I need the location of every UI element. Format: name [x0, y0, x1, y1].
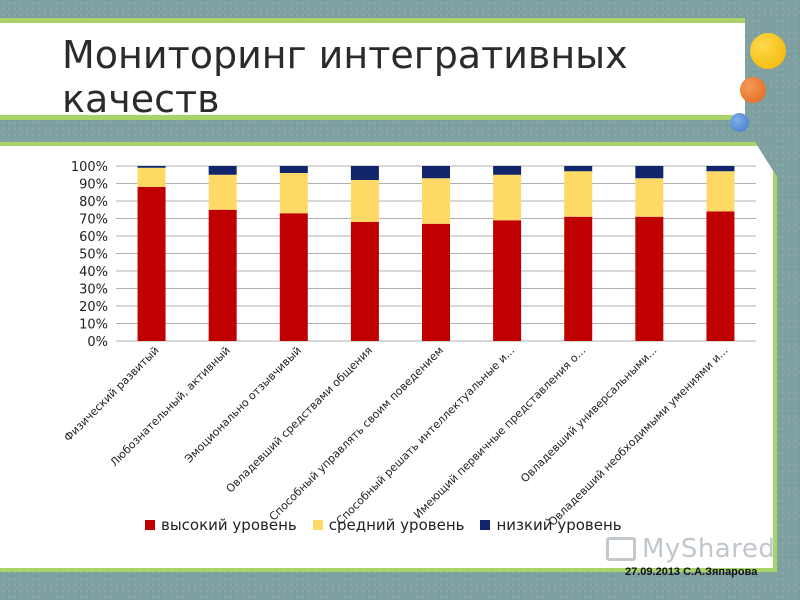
bar-segment: [279, 173, 308, 214]
bars: [137, 166, 735, 341]
decor-circle-orange: [740, 77, 766, 103]
bar-segment: [208, 209, 237, 341]
bar-segment: [706, 211, 735, 341]
bar-segment: [564, 171, 593, 217]
legend-item-high: высокий уровень: [145, 516, 297, 534]
y-tick-label: 10%: [79, 318, 108, 333]
x-category-label: Эмоционально отзывчивый: [182, 344, 304, 466]
watermark-logo-icon: [606, 537, 636, 561]
bar-segment: [706, 171, 735, 212]
legend-label-high: высокий уровень: [161, 516, 297, 534]
y-axis-ticks: 0% 10% 20% 30% 40% 50% 60% 70% 80% 90% 100%: [71, 160, 108, 350]
bar-segment: [635, 166, 664, 179]
legend-swatch-mid: [312, 520, 323, 530]
bar-segment: [493, 166, 522, 175]
slide-footer: 27.09.2013 С.А.Зяпарова: [625, 566, 758, 578]
y-tick-label: 90%: [79, 178, 108, 193]
bar-segment: [635, 216, 664, 341]
bar-segment: [137, 167, 166, 187]
bar-segment: [493, 174, 522, 221]
x-category-label: Любознательный, активный: [108, 344, 233, 469]
bar-segment: [350, 222, 379, 341]
bar-segment: [208, 174, 237, 210]
bar-segment: [137, 166, 166, 168]
bar-segment: [422, 223, 450, 341]
y-tick-label: 0%: [87, 335, 108, 350]
x-category-label: Овладевший средствами общения: [224, 344, 376, 496]
watermark-text: MyShared: [642, 534, 776, 564]
legend-swatch-low: [480, 520, 491, 530]
legend: высокий уровень средний уровень низкий у…: [145, 516, 638, 534]
y-tick-label: 20%: [79, 300, 108, 315]
bar-segment: [706, 166, 735, 172]
legend-swatch-high: [145, 520, 155, 530]
slide-title: Мониторинг интегративных качеств: [62, 33, 628, 121]
bar-segment: [279, 213, 308, 341]
bar-segment: [279, 166, 308, 173]
decor-circle-yellow: [750, 33, 786, 69]
y-tick-label: 70%: [79, 213, 108, 228]
bar-segment: [564, 216, 593, 341]
bar-segment: [422, 178, 450, 224]
bar-segment: [493, 220, 522, 341]
legend-label-low: низкий уровень: [496, 516, 622, 534]
bar-segment: [208, 166, 237, 175]
title-band: Мониторинг интегративных качеств: [0, 18, 745, 121]
bar-segment: [350, 166, 379, 180]
y-tick-label: 40%: [79, 265, 108, 280]
y-tick-label: 50%: [79, 248, 108, 263]
y-tick-label: 100%: [71, 160, 108, 175]
legend-item-low: низкий уровень: [480, 516, 622, 534]
bar-segment: [422, 166, 450, 179]
y-tick-label: 30%: [79, 283, 108, 298]
bar-segment: [635, 178, 664, 217]
legend-item-mid: средний уровень: [312, 516, 465, 534]
legend-label-mid: средний уровень: [328, 516, 465, 534]
decor-circle-blue: [730, 113, 749, 132]
bar-segment: [564, 166, 593, 172]
bar-segment: [137, 187, 166, 341]
x-category-label: Овладевший универсальными...: [518, 344, 659, 485]
y-tick-label: 60%: [79, 230, 108, 245]
watermark: MyShared: [606, 534, 775, 564]
y-tick-label: 80%: [79, 195, 108, 210]
bar-segment: [350, 180, 379, 222]
